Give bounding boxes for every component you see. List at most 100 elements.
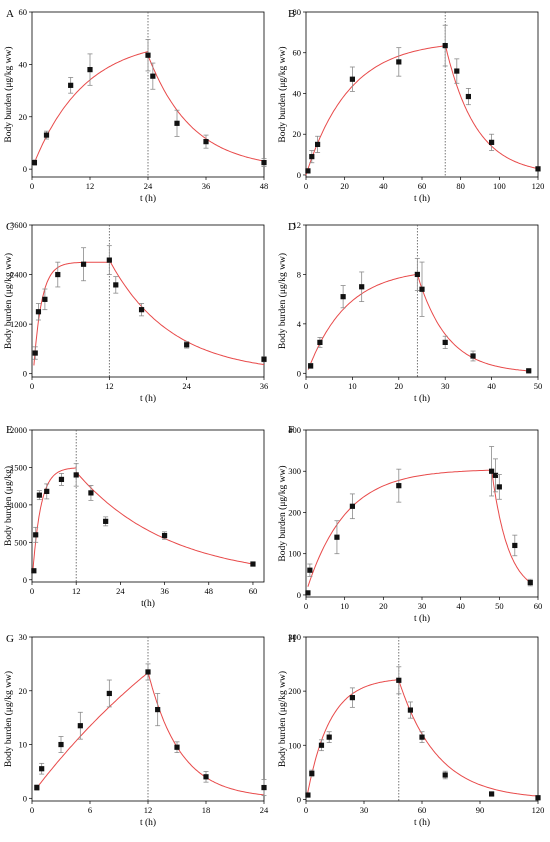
y-axis-label: Body burden (μg/kg ww) bbox=[3, 46, 14, 142]
x-tick-label: 30 bbox=[441, 381, 450, 391]
panel-letter: E bbox=[6, 424, 13, 436]
y-tick-label: 400 bbox=[288, 425, 301, 435]
y-tick-label: 0 bbox=[23, 369, 27, 379]
panel-letter: A bbox=[6, 8, 14, 20]
y-axis-label: Body burden (μg/kg ww) bbox=[277, 671, 288, 767]
y-tick-label: 8 bbox=[297, 269, 301, 279]
x-tick-label: 24 bbox=[116, 586, 125, 596]
data-point bbox=[527, 579, 533, 586]
data-point bbox=[145, 669, 151, 675]
data-point bbox=[305, 590, 311, 596]
data-point bbox=[512, 542, 518, 549]
data-point bbox=[470, 353, 476, 359]
y-tick-label: 200 bbox=[288, 507, 301, 517]
data-point bbox=[44, 488, 50, 494]
data-point bbox=[39, 766, 45, 772]
x-tick-label: 60 bbox=[418, 805, 427, 815]
data-point bbox=[68, 82, 74, 88]
x-tick-label: 24 bbox=[144, 181, 153, 191]
uptake-fit-curve bbox=[307, 469, 492, 587]
data-point bbox=[42, 296, 48, 302]
depuration-fit-curve bbox=[75, 471, 254, 565]
x-axis-label: t (h) bbox=[414, 817, 430, 828]
data-point bbox=[138, 307, 145, 313]
data-point bbox=[535, 795, 541, 801]
data-point bbox=[250, 561, 256, 567]
depuration-fit-curve bbox=[108, 259, 265, 366]
data-point bbox=[396, 59, 402, 65]
x-tick-label: 10 bbox=[348, 381, 357, 391]
x-tick-label: 12 bbox=[86, 181, 95, 191]
y-tick-label: 0 bbox=[23, 793, 27, 803]
data-point bbox=[308, 363, 314, 369]
data-point bbox=[161, 532, 168, 539]
data-point bbox=[174, 120, 180, 126]
data-point bbox=[419, 286, 425, 292]
data-point bbox=[58, 476, 65, 483]
y-tick-label: 0 bbox=[23, 575, 27, 585]
depuration-fit-curve bbox=[491, 469, 531, 583]
y-axis-label: Body burden (μg/kg ww) bbox=[3, 671, 14, 767]
x-axis-label: t (h) bbox=[140, 817, 156, 828]
uptake-fit-curve bbox=[34, 672, 149, 791]
y-tick-label: 60 bbox=[293, 48, 302, 58]
x-tick-label: 36 bbox=[160, 586, 169, 596]
y-tick-label: 3600 bbox=[10, 220, 27, 230]
data-point bbox=[407, 707, 413, 713]
plot-frame bbox=[305, 224, 539, 378]
panel-letter: H bbox=[288, 633, 296, 645]
data-point bbox=[88, 490, 94, 496]
uptake-fit-curve bbox=[307, 273, 418, 370]
y-tick-label: 300 bbox=[288, 466, 301, 476]
data-point bbox=[496, 484, 502, 490]
data-point bbox=[489, 791, 495, 797]
x-tick-label: 20 bbox=[395, 381, 404, 391]
y-tick-label: 30 bbox=[19, 632, 28, 642]
data-point bbox=[155, 706, 161, 713]
y-tick-label: 20 bbox=[293, 129, 302, 139]
panel-f: F 0 10 20 30 40 50 60 0 100 200 300 400 t (h) Body bur… bbox=[277, 424, 542, 624]
y-axis-label: Body burden (μg/kg ww) bbox=[277, 46, 288, 142]
data-point bbox=[334, 534, 340, 540]
x-tick-label: 48 bbox=[205, 586, 214, 596]
data-point bbox=[492, 472, 499, 478]
x-tick-label: 0 bbox=[30, 181, 34, 191]
data-point bbox=[43, 132, 50, 138]
x-tick-label: 24 bbox=[182, 381, 191, 391]
data-point bbox=[106, 257, 112, 263]
data-point bbox=[35, 309, 42, 315]
data-point bbox=[305, 168, 311, 174]
panel-a: A 0 12 24 36 48 0 20 40 60 t (h) Body burden (μg/kg… bbox=[3, 7, 268, 204]
x-tick-label: 120 bbox=[532, 805, 545, 815]
x-tick-label: 48 bbox=[260, 181, 269, 191]
y-tick-label: 12 bbox=[293, 220, 302, 230]
data-point bbox=[419, 734, 425, 740]
plot-frame bbox=[305, 11, 539, 178]
data-point bbox=[145, 52, 151, 58]
data-point bbox=[174, 744, 180, 750]
y-tick-label: 40 bbox=[293, 88, 302, 98]
data-point bbox=[106, 690, 112, 697]
data-point bbox=[203, 139, 209, 145]
y-tick-label: 500 bbox=[14, 537, 27, 547]
data-point bbox=[34, 784, 40, 791]
x-tick-label: 50 bbox=[534, 381, 543, 391]
plot-frame bbox=[305, 636, 539, 802]
data-point bbox=[73, 472, 79, 478]
data-point bbox=[33, 532, 39, 538]
y-axis-label: Body burden (μg/kg ww) bbox=[277, 465, 288, 561]
x-tick-label: 0 bbox=[30, 805, 34, 815]
data-point bbox=[32, 350, 38, 356]
uptake-fit-curve bbox=[32, 467, 77, 569]
x-tick-label: 120 bbox=[532, 181, 545, 191]
y-tick-label: 1000 bbox=[10, 500, 27, 510]
plot-frame bbox=[305, 429, 539, 598]
y-tick-label: 20 bbox=[19, 112, 28, 122]
panel-h: H 0 30 60 90 120 0 100 200 300 t (h) Body burden (μ… bbox=[277, 632, 544, 828]
data-point bbox=[150, 73, 156, 79]
y-tick-label: 2000 bbox=[10, 425, 27, 435]
y-tick-label: 0 bbox=[297, 590, 301, 600]
data-point bbox=[340, 294, 346, 300]
x-tick-label: 12 bbox=[144, 805, 153, 815]
